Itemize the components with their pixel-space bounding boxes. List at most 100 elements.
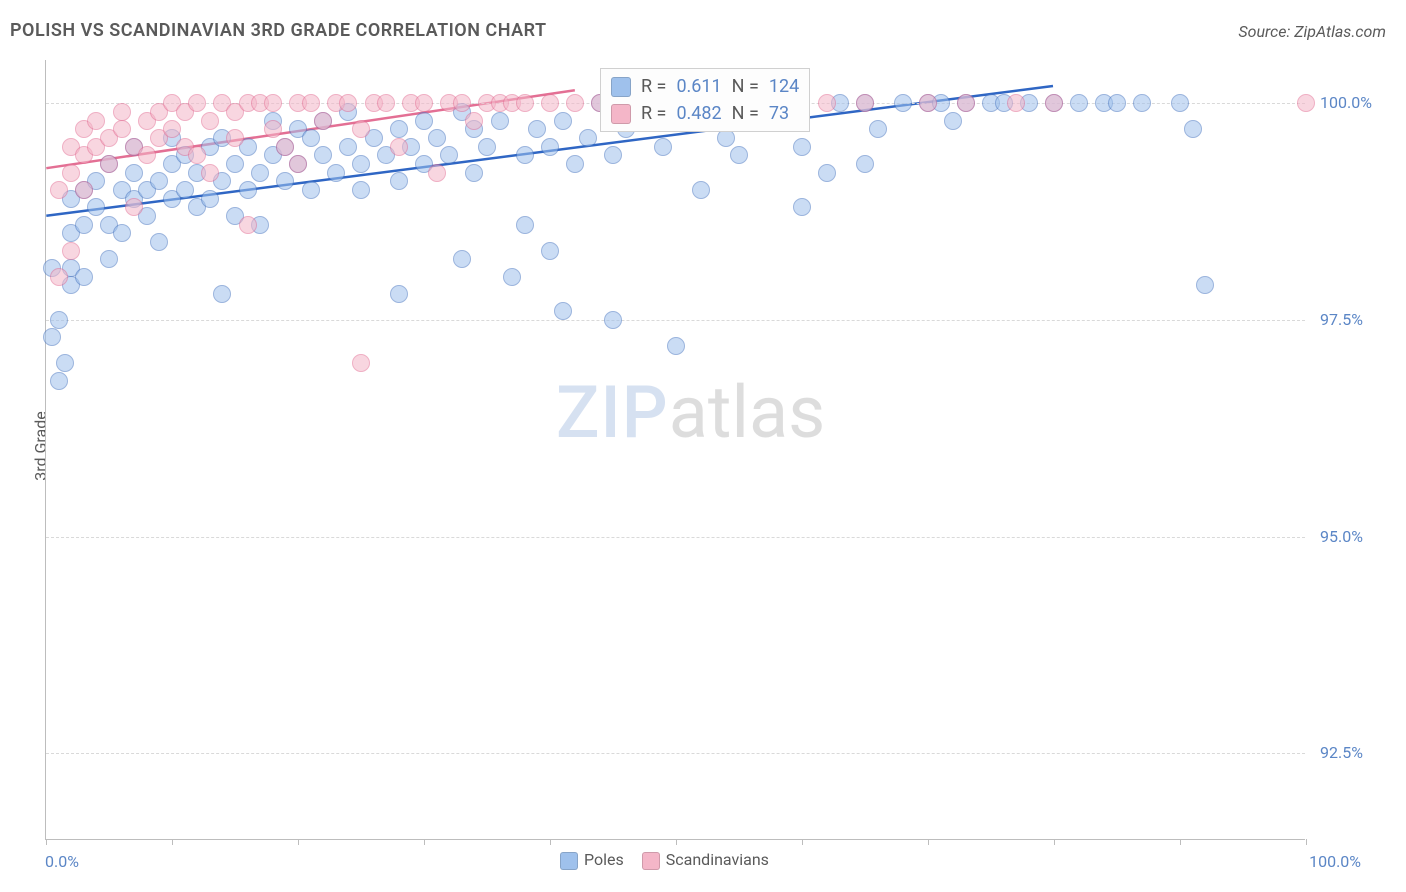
data-point	[856, 155, 874, 173]
data-point	[100, 250, 118, 268]
x-tick	[1054, 839, 1055, 845]
data-point	[150, 233, 168, 251]
data-point	[113, 224, 131, 242]
legend-swatch-poles	[560, 852, 578, 870]
data-point	[856, 94, 874, 112]
data-point	[302, 94, 320, 112]
data-point	[50, 311, 68, 329]
stats-r-value-poles: 0.611	[676, 73, 721, 100]
stats-r-label: R =	[641, 73, 666, 100]
data-point	[125, 164, 143, 182]
data-point	[415, 94, 433, 112]
plot-area: ZIPatlas	[45, 60, 1305, 840]
data-point	[251, 164, 269, 182]
x-tick	[46, 839, 47, 845]
stats-swatch-scand	[611, 104, 631, 124]
data-point	[554, 302, 572, 320]
data-point	[453, 94, 471, 112]
data-point	[793, 198, 811, 216]
data-point	[352, 181, 370, 199]
data-point	[541, 138, 559, 156]
data-point	[1045, 94, 1063, 112]
data-point	[226, 155, 244, 173]
data-point	[289, 155, 307, 173]
data-point	[478, 138, 496, 156]
data-point	[276, 172, 294, 190]
data-point	[491, 112, 509, 130]
gridline	[46, 320, 1305, 321]
data-point	[1297, 94, 1315, 112]
plot-svg	[46, 60, 1305, 839]
data-point	[43, 328, 61, 346]
data-point	[528, 120, 546, 138]
data-point	[302, 129, 320, 147]
stats-r-value-scand: 0.482	[676, 100, 721, 127]
data-point	[730, 146, 748, 164]
data-point	[239, 216, 257, 234]
data-point	[100, 155, 118, 173]
stats-n-label: N =	[732, 73, 759, 100]
x-tick	[676, 839, 677, 845]
stats-r-label: R =	[641, 100, 666, 127]
data-point	[818, 94, 836, 112]
data-point	[944, 112, 962, 130]
y-tick-label: 92.5%	[1320, 743, 1363, 762]
data-point	[1070, 94, 1088, 112]
data-point	[352, 354, 370, 372]
watermark-zip: ZIP	[556, 370, 669, 455]
gridline	[46, 753, 1305, 754]
data-point	[138, 146, 156, 164]
chart-title: POLISH VS SCANDINAVIAN 3RD GRADE CORRELA…	[10, 20, 547, 41]
data-point	[541, 94, 559, 112]
legend-item-scandinavians: Scandinavians	[642, 850, 769, 870]
data-point	[453, 250, 471, 268]
data-point	[352, 155, 370, 173]
data-point	[276, 138, 294, 156]
data-point	[176, 181, 194, 199]
data-point	[87, 198, 105, 216]
data-point	[201, 190, 219, 208]
y-tick-label: 95.0%	[1320, 527, 1363, 546]
x-axis-max-label: 100.0%	[1309, 852, 1361, 871]
x-tick	[298, 839, 299, 845]
data-point	[226, 129, 244, 147]
stats-box: R = 0.611 N = 124 R = 0.482 N = 73	[600, 68, 810, 132]
legend-swatch-scandinavians	[642, 852, 660, 870]
legend-label-poles: Poles	[584, 850, 624, 869]
x-tick	[424, 839, 425, 845]
data-point	[314, 146, 332, 164]
data-point	[579, 129, 597, 147]
data-point	[692, 181, 710, 199]
data-point	[201, 112, 219, 130]
data-point	[415, 112, 433, 130]
data-point	[125, 198, 143, 216]
data-point	[554, 112, 572, 130]
data-point	[957, 94, 975, 112]
data-point	[188, 146, 206, 164]
data-point	[377, 94, 395, 112]
data-point	[390, 285, 408, 303]
data-point	[428, 129, 446, 147]
data-point	[339, 138, 357, 156]
data-point	[869, 120, 887, 138]
data-point	[793, 138, 811, 156]
data-point	[465, 112, 483, 130]
watermark-atlas: atlas	[669, 370, 826, 455]
data-point	[440, 146, 458, 164]
legend: Poles Scandinavians	[560, 850, 769, 870]
data-point	[264, 94, 282, 112]
data-point	[113, 103, 131, 121]
data-point	[213, 285, 231, 303]
data-point	[50, 372, 68, 390]
data-point	[390, 138, 408, 156]
data-point	[113, 120, 131, 138]
legend-item-poles: Poles	[560, 850, 624, 870]
stats-n-label: N =	[732, 100, 759, 127]
data-point	[1133, 94, 1151, 112]
data-point	[201, 164, 219, 182]
data-point	[503, 268, 521, 286]
data-point	[50, 181, 68, 199]
data-point	[314, 112, 332, 130]
x-tick	[802, 839, 803, 845]
data-point	[566, 155, 584, 173]
